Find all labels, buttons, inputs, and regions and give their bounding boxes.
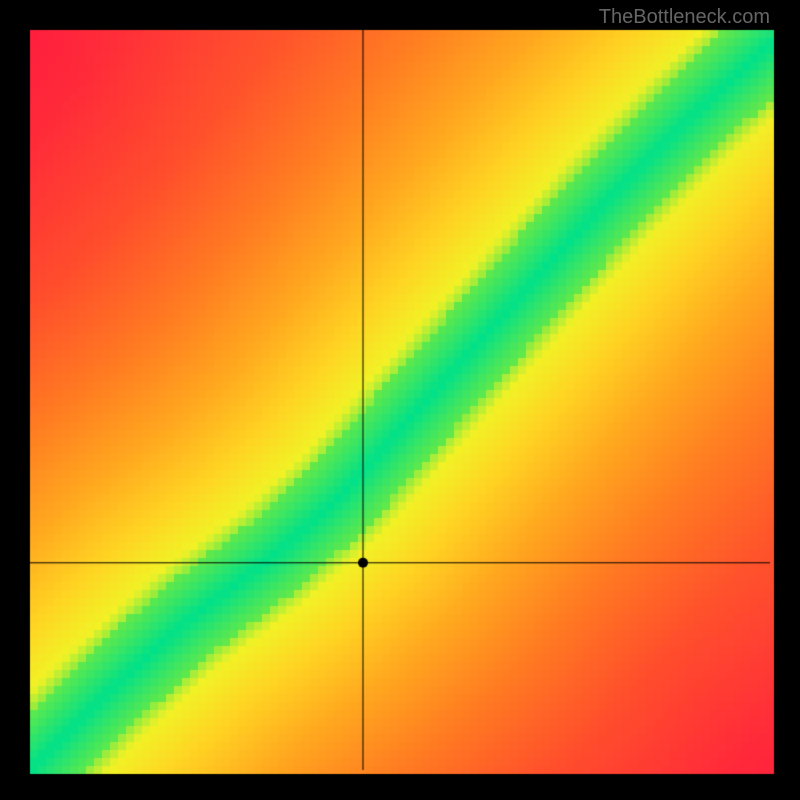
heatmap-canvas bbox=[0, 0, 800, 800]
watermark-text: TheBottleneck.com bbox=[599, 6, 770, 29]
bottleneck-heatmap-container: TheBottleneck.com bbox=[0, 0, 800, 800]
